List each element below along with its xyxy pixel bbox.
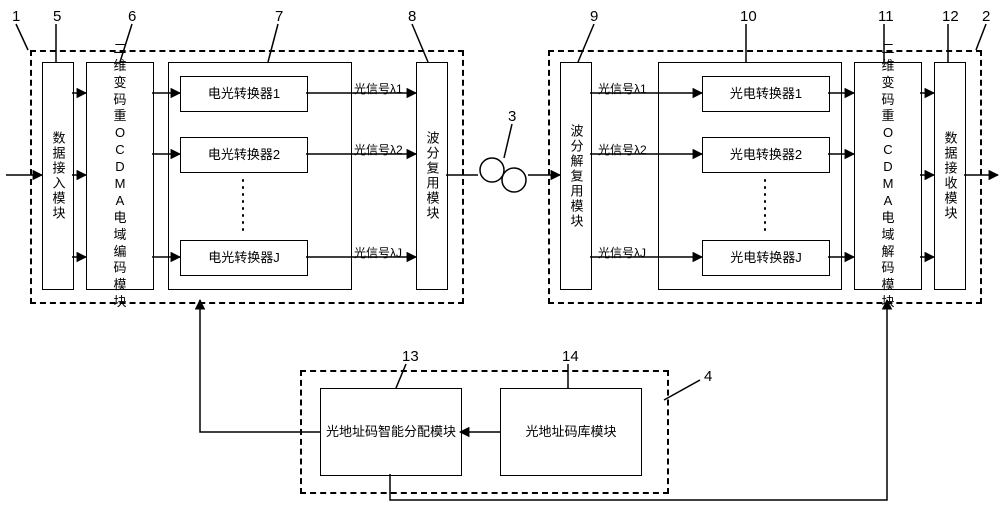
oe-converter-J-label: 光电转换器J: [703, 241, 829, 275]
module-11-label: 二维变码重OCDMA电域解码模块: [855, 63, 921, 289]
tx-sig-2: 光信号λ2: [354, 141, 403, 158]
callout-12: 12: [942, 8, 959, 25]
rx-sig-J: 光信号λJ: [598, 244, 646, 261]
module-13: 光地址码智能分配模块: [320, 388, 462, 476]
eo-converter-1: 电光转换器1: [180, 76, 308, 112]
callout-5: 5: [53, 8, 61, 25]
module-14: 光地址码库模块: [500, 388, 642, 476]
module-12: 数据接收模块: [934, 62, 966, 290]
rx-sig-2: 光信号λ2: [598, 141, 647, 158]
module-11: 二维变码重OCDMA电域解码模块: [854, 62, 922, 290]
module-6: 二维变码重OCDMA电域编码模块: [86, 62, 154, 290]
callout-3: 3: [508, 108, 516, 125]
callout-1: 1: [12, 8, 20, 25]
module-13-label: 光地址码智能分配模块: [321, 389, 461, 475]
tx-sig-J: 光信号λJ: [354, 244, 402, 261]
tx-sig-1: 光信号λ1: [354, 80, 403, 97]
module-5: 数据接入模块: [42, 62, 74, 290]
module-9-label: 波分解复用模块: [561, 63, 591, 289]
module-12-label: 数据接收模块: [935, 63, 965, 289]
oe-converter-2-label: 光电转换器2: [703, 138, 829, 172]
callout-8: 8: [408, 8, 416, 25]
callout-11: 11: [878, 8, 894, 25]
eo-converter-2: 电光转换器2: [180, 137, 308, 173]
callout-9: 9: [590, 8, 598, 25]
callout-4: 4: [704, 368, 712, 385]
module-8: 波分复用模块: [416, 62, 448, 290]
module-14-label: 光地址码库模块: [501, 389, 641, 475]
module-5-label: 数据接入模块: [43, 63, 73, 289]
oe-converter-1-label: 光电转换器1: [703, 77, 829, 111]
eo-converter-J: 电光转换器J: [180, 240, 308, 276]
callout-6: 6: [128, 8, 136, 25]
module-6-label: 二维变码重OCDMA电域编码模块: [87, 63, 153, 289]
oe-converter-2: 光电转换器2: [702, 137, 830, 173]
module-9: 波分解复用模块: [560, 62, 592, 290]
callout-14: 14: [562, 348, 579, 365]
callout-7: 7: [275, 8, 283, 25]
callout-13: 13: [402, 348, 419, 365]
oe-converter-J: 光电转换器J: [702, 240, 830, 276]
eo-converter-2-label: 电光转换器2: [181, 138, 307, 172]
callout-10: 10: [740, 8, 757, 25]
oe-converter-1: 光电转换器1: [702, 76, 830, 112]
callout-2: 2: [982, 8, 990, 25]
eo-converter-1-label: 电光转换器1: [181, 77, 307, 111]
eo-converter-J-label: 电光转换器J: [181, 241, 307, 275]
rx-sig-1: 光信号λ1: [598, 80, 647, 97]
module-8-label: 波分复用模块: [417, 63, 447, 289]
